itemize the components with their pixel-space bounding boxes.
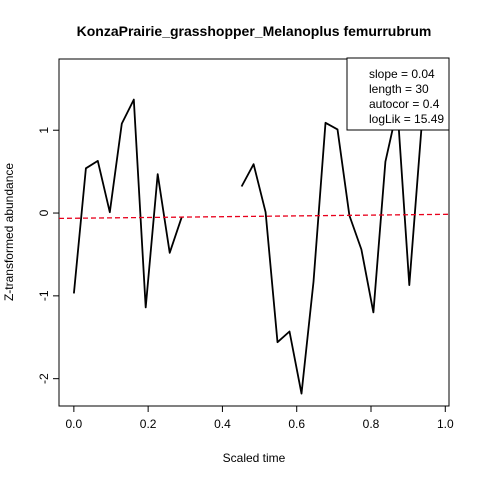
y-axis-label: Z-transformed abundance [2,163,16,301]
legend-entry-slope: slope = 0.04 [369,67,435,81]
legend-frame [346,57,450,131]
legend-entry-length: length = 30 [369,82,429,96]
y-tick-label: 0 [37,209,51,216]
y-axis: -2 -1 0 1 [37,127,59,384]
y-tick-label: -1 [37,290,51,301]
x-tick-label: 0.6 [288,417,305,431]
plot-frame [58,58,450,407]
legend-entry-loglik: logLik = 15.49 [369,112,444,126]
x-axis: 0.0 0.2 0.4 0.6 0.8 1.0 [66,406,454,431]
plot-area [58,98,450,395]
x-tick-label: 1.0 [437,417,454,431]
x-tick-label: 0.8 [363,417,380,431]
legend-entry-autocor: autocor = 0.4 [369,97,440,111]
y-tick-label: -2 [37,373,51,384]
x-tick-label: 0.4 [214,417,231,431]
x-tick-label: 0.0 [66,417,83,431]
y-tick-label: 1 [37,127,51,134]
trend-line [58,213,450,220]
chart-title: KonzaPrairie_grasshopper_Melanoplus femu… [77,23,432,39]
series-line [240,107,423,395]
x-tick-label: 0.2 [140,417,157,431]
legend-box: slope = 0.04 length = 30 autocor = 0.4 l… [346,57,450,131]
x-axis-label: Scaled time [223,451,286,465]
series-line [73,98,183,309]
